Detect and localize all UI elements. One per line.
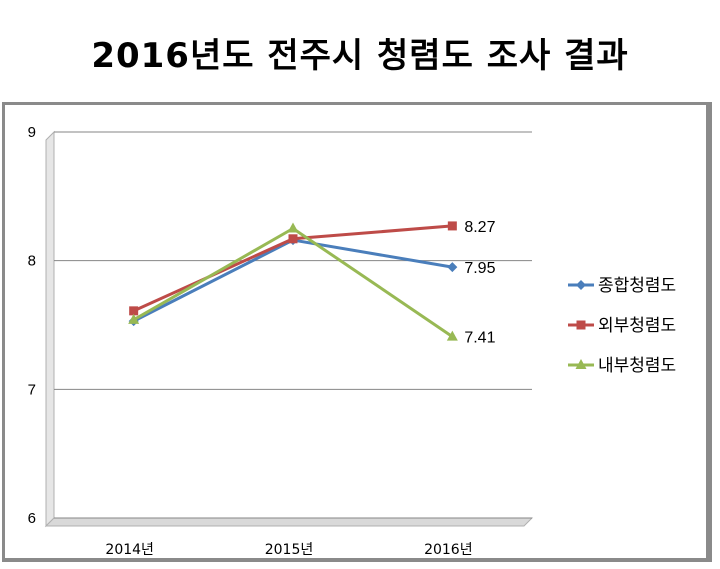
data-point [288, 234, 298, 244]
data-point [287, 222, 299, 233]
legend-marker [575, 359, 587, 369]
legend-marker [576, 280, 586, 290]
legend-marker [576, 320, 586, 330]
chart-title: 2016년도 전주시 청렴도 조사 결과 [91, 36, 629, 76]
data-point [129, 306, 139, 316]
data-point [446, 330, 458, 341]
plot-side-wall [45, 130, 55, 528]
data-label: 7.41 [464, 330, 495, 347]
legend-label: 외부청렴도 [598, 316, 676, 336]
x-tick-label: 2014년 [105, 542, 154, 558]
data-point [447, 262, 458, 273]
data-point [447, 221, 457, 231]
y-tick-label: 6 [28, 510, 36, 527]
x-tick-label: 2015년 [265, 542, 314, 558]
series-line-1 [132, 238, 453, 323]
y-tick-label: 9 [28, 124, 36, 141]
y-tick-label: 7 [28, 381, 36, 398]
chart-frame [2, 102, 712, 562]
legend-label: 종합청렴도 [598, 276, 676, 296]
plot-floor [44, 517, 534, 527]
legend-label: 내부청렴도 [598, 356, 676, 376]
data-point [128, 313, 140, 324]
y-tick-label: 8 [28, 253, 36, 270]
x-tick-label: 2016년 [424, 542, 473, 558]
data-label: 7.95 [464, 260, 495, 277]
data-label: 8.27 [464, 219, 495, 236]
